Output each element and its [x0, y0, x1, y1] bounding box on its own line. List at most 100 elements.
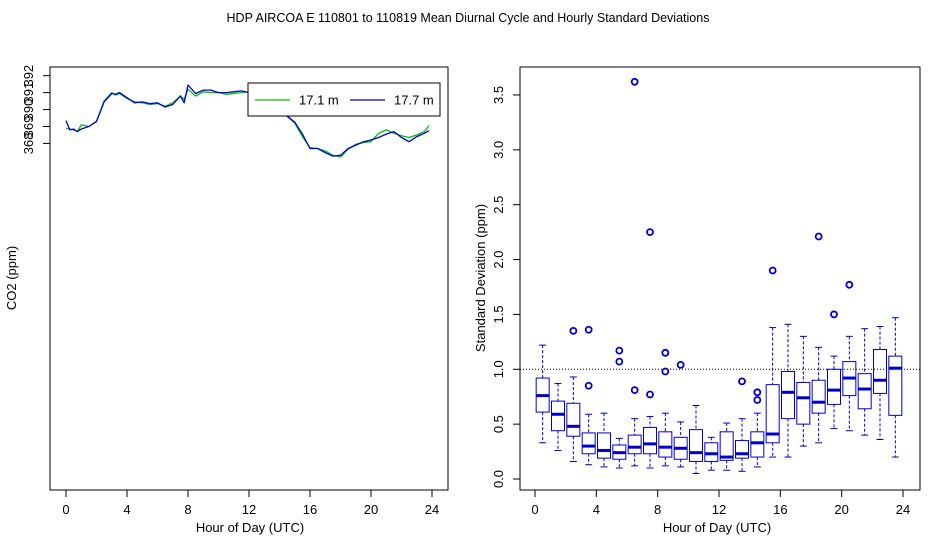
legend: 17.1 m 17.7 m — [247, 82, 441, 117]
box-hour-15.5 — [765, 266, 780, 458]
left-y-tick-label: 391 — [21, 82, 36, 104]
box-iqr — [689, 429, 703, 462]
box-hour-20.5 — [842, 280, 857, 432]
outlier-point — [753, 388, 762, 397]
box-iqr — [765, 384, 780, 444]
outlier-point — [661, 367, 670, 376]
left-y-tick-label: 368 — [21, 133, 36, 155]
right-y-tick-label: 2.0 — [491, 251, 506, 269]
left-x-tick-label: 0 — [62, 502, 69, 517]
legend-label-17-7m: 17.7 m — [394, 93, 434, 108]
box-hour-13.5 — [735, 377, 749, 472]
right-y-axis-label: Standard Deviation (ppm) — [473, 204, 488, 352]
left-x-tick-label: 20 — [364, 502, 378, 517]
right-x-tick-label: 0 — [531, 502, 538, 517]
outlier-point — [676, 360, 685, 369]
right-x-tick-label: 4 — [593, 502, 600, 517]
outlier-point — [646, 228, 654, 237]
right-x-tick-label: 8 — [654, 502, 661, 517]
box-iqr — [658, 431, 673, 458]
outlier-point — [584, 325, 593, 334]
left-x-tick-label: 8 — [184, 502, 191, 517]
box-hour-3.5 — [581, 325, 596, 466]
right-x-tick-label: 24 — [896, 502, 910, 517]
box-hour-23.5 — [888, 317, 903, 458]
right-panel: 0 4 8 12 16 20 24 0.0 0.5 1.0 1.5 2.0 2.5 3.0 3.5 Hou… — [473, 66, 921, 535]
left-x-axis-label: Hour of Day (UTC) — [196, 520, 304, 535]
right-y-tick-label: 3.0 — [491, 141, 506, 159]
box-hour-21.5 — [857, 328, 872, 436]
right-y-tick-label: 1.0 — [491, 360, 506, 378]
box-iqr — [781, 370, 795, 420]
outlier-point — [738, 377, 746, 386]
series-line-17-7-m — [65, 84, 430, 157]
box-hour-19.5 — [827, 310, 841, 430]
right-x-tick-label: 20 — [834, 502, 848, 517]
box-hour-5.5 — [612, 346, 627, 469]
right-x-axis-label: Hour of Day (UTC) — [663, 520, 771, 535]
box-iqr — [735, 440, 749, 459]
box-iqr — [857, 373, 872, 410]
left-x-tick-label: 12 — [242, 502, 256, 517]
outlier-point — [630, 77, 639, 86]
outlier-point — [661, 348, 670, 357]
box-hour-6.5 — [627, 77, 642, 467]
box-iqr — [888, 355, 903, 416]
right-y-axis: 0.0 0.5 1.0 1.5 2.0 2.5 3.0 3.5 — [491, 86, 521, 488]
box-iqr — [551, 400, 565, 432]
outlier-point — [768, 266, 777, 275]
boxplot-group — [535, 77, 903, 475]
left-x-tick-label: 4 — [123, 502, 130, 517]
box-iqr — [704, 442, 719, 462]
box-hour-8.5 — [658, 348, 673, 467]
right-y-tick-label: 0.0 — [491, 470, 506, 488]
left-y-tick-label: 392 — [21, 65, 36, 87]
right-x-axis: 0 4 8 12 16 20 24 — [531, 489, 910, 517]
left-series-group — [65, 84, 430, 158]
box-iqr — [643, 426, 657, 455]
outlier-point — [845, 280, 854, 289]
box-hour-1.5 — [551, 383, 565, 451]
box-hour-7.5 — [643, 228, 657, 469]
box-iqr — [827, 368, 841, 405]
box-iqr — [566, 402, 581, 437]
box-hour-2.5 — [566, 326, 581, 462]
box-hour-14.5 — [750, 388, 765, 468]
outlier-point — [630, 386, 639, 395]
box-hour-4.5 — [597, 412, 611, 468]
right-y-tick-label: 2.5 — [491, 196, 506, 214]
right-y-tick-label: 3.5 — [491, 86, 506, 104]
series-line-17-1-m — [65, 88, 430, 158]
right-y-tick-label: 1.5 — [491, 305, 506, 323]
box-hour-16.5 — [781, 323, 795, 458]
box-hour-10.5 — [689, 404, 703, 475]
left-y-tick-label: 390 — [21, 99, 36, 121]
outlier-point — [584, 381, 593, 390]
box-iqr — [796, 381, 811, 425]
box-iqr — [627, 434, 642, 455]
box-hour-12.5 — [719, 422, 734, 471]
box-hour-9.5 — [673, 360, 688, 468]
box-iqr — [597, 432, 611, 459]
box-iqr — [811, 379, 826, 414]
right-x-tick-label: 12 — [712, 502, 726, 517]
left-y-tick-label: 369 — [21, 116, 36, 138]
chart-title: HDP AIRCOA E 110801 to 110819 Mean Diurn… — [227, 11, 710, 25]
legend-label-17-1m: 17.1 m — [299, 93, 339, 108]
box-iqr — [873, 349, 887, 394]
outlier-point — [615, 357, 624, 366]
box-hour-17.5 — [796, 335, 811, 447]
right-x-tick-label: 16 — [773, 502, 787, 517]
box-hour-0.5 — [535, 344, 550, 444]
right-y-tick-label: 0.5 — [491, 415, 506, 433]
box-iqr — [750, 431, 765, 458]
outlier-point — [753, 396, 762, 404]
outlier-point — [569, 326, 578, 335]
left-x-axis: 0 4 8 12 16 20 24 — [62, 489, 439, 517]
box-hour-22.5 — [873, 325, 887, 440]
box-iqr — [719, 431, 734, 461]
outlier-point — [646, 390, 654, 399]
